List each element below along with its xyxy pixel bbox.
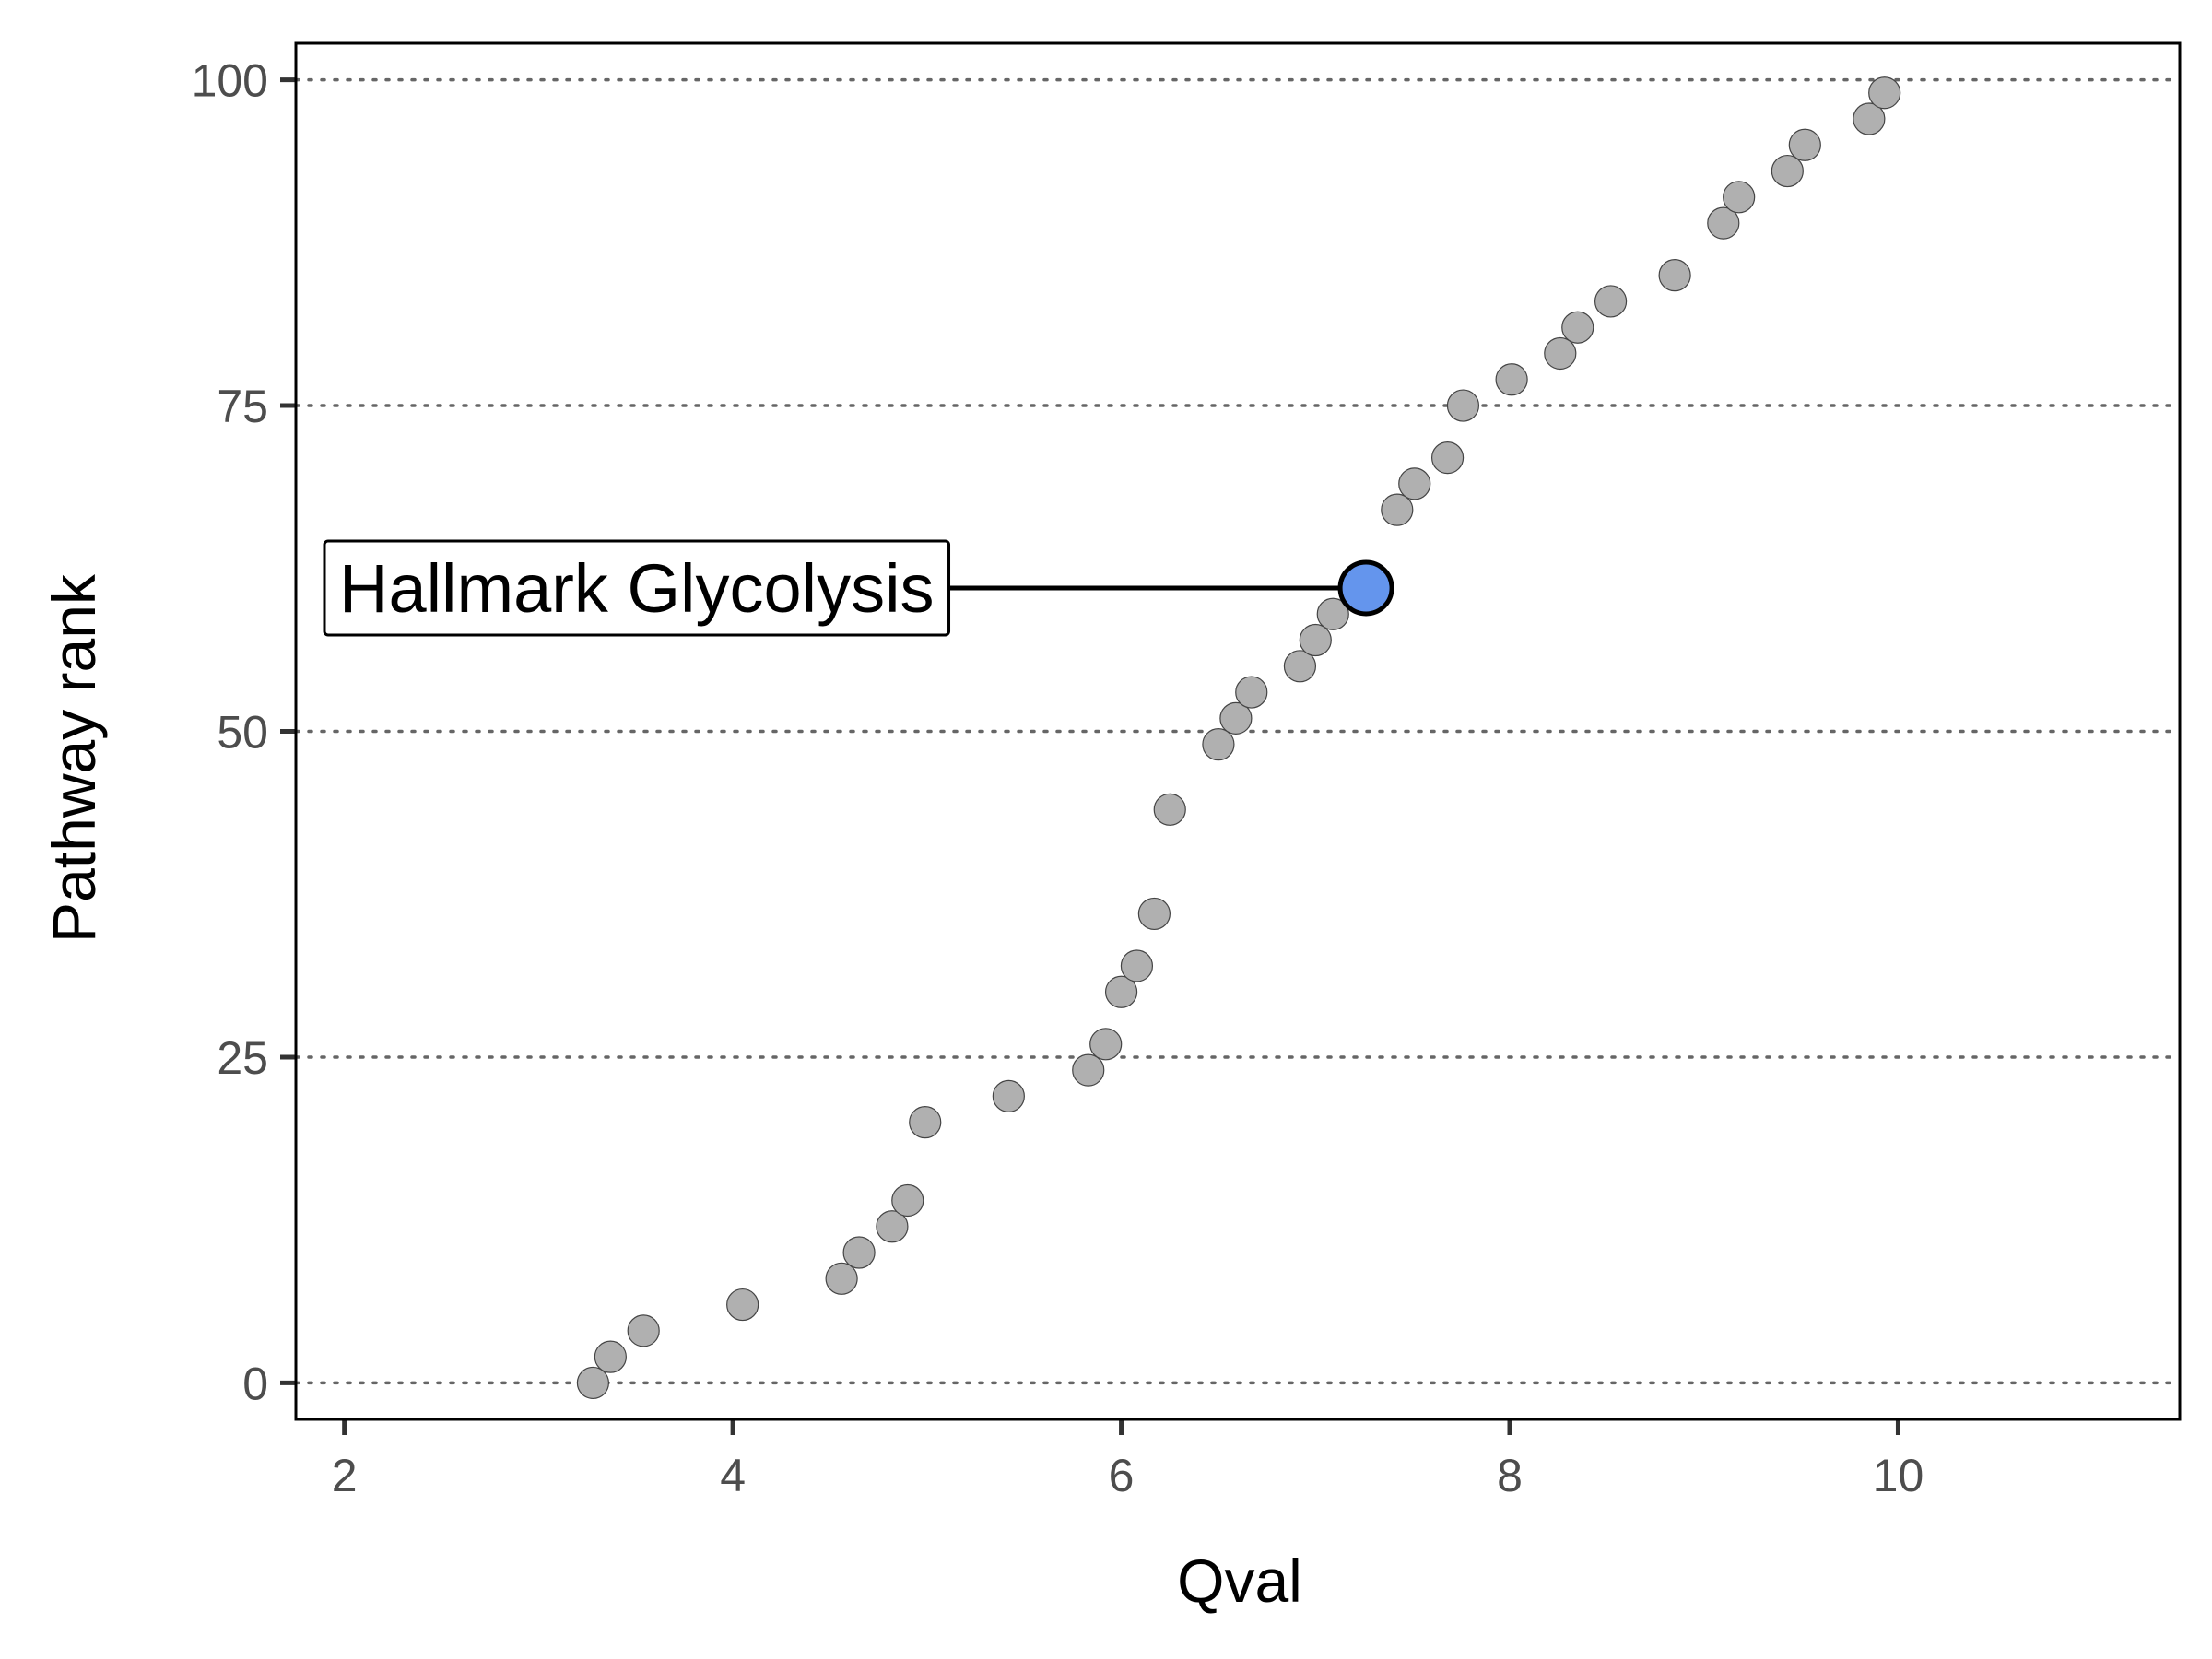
y-tick-label: 50 [217,707,268,759]
axes: 0 25 50 75 100 2 4 6 8 10 [192,41,2182,1501]
data-point [1561,311,1594,344]
data-point [909,1106,942,1139]
x-axis-title: Qval [1177,1547,1302,1615]
y-tick-label: 100 [192,55,268,107]
data-point [576,1366,610,1400]
data-point [876,1210,909,1243]
data-point [1544,336,1577,371]
y-tick-label: 0 [242,1358,268,1409]
data-point [1153,793,1186,826]
data-point [1707,206,1740,240]
data-point [891,1183,924,1218]
highlight-point [1337,559,1394,617]
data-point [1283,650,1317,683]
highlight-annotation: Hallmark Glycolysis [323,539,1394,637]
data-point [1072,1053,1105,1087]
data-point [1104,975,1138,1008]
data-point [1723,181,1756,214]
data-point [1137,897,1171,931]
data-point [594,1340,627,1373]
data-point [627,1314,660,1347]
x-tick-label: 4 [720,1450,746,1501]
data-point [1771,154,1804,188]
data-point [1316,597,1349,630]
data-point [992,1079,1025,1112]
y-tick-label: 25 [217,1032,268,1084]
data-point [1381,493,1414,526]
data-point [1202,728,1235,761]
data-point [1089,1028,1123,1061]
data-point [1299,623,1332,657]
data-points [576,76,1901,1400]
data-point [1658,259,1691,292]
x-tick-label: 8 [1497,1450,1523,1501]
data-point [1219,701,1253,735]
x-tick-label: 10 [1873,1450,1924,1501]
data-point [1430,441,1465,475]
y-tick-label: 75 [217,381,268,432]
data-point [1495,363,1528,396]
data-point [1446,389,1480,422]
plot-panel-border [294,41,2182,1421]
data-point [726,1288,759,1322]
x-tick-label: 2 [332,1450,358,1501]
y-axis-title: Pathway rank [40,573,108,943]
data-point [1594,285,1628,318]
data-point [825,1262,858,1295]
data-point [1235,676,1268,709]
data-point [1398,467,1431,500]
data-point [1788,128,1821,161]
data-point [1120,949,1154,982]
data-point [1868,76,1901,110]
data-point [842,1236,876,1269]
highlight-label: Hallmark Glycolysis [339,550,935,627]
x-tick-label: 6 [1109,1450,1135,1501]
data-point [1853,102,1886,135]
